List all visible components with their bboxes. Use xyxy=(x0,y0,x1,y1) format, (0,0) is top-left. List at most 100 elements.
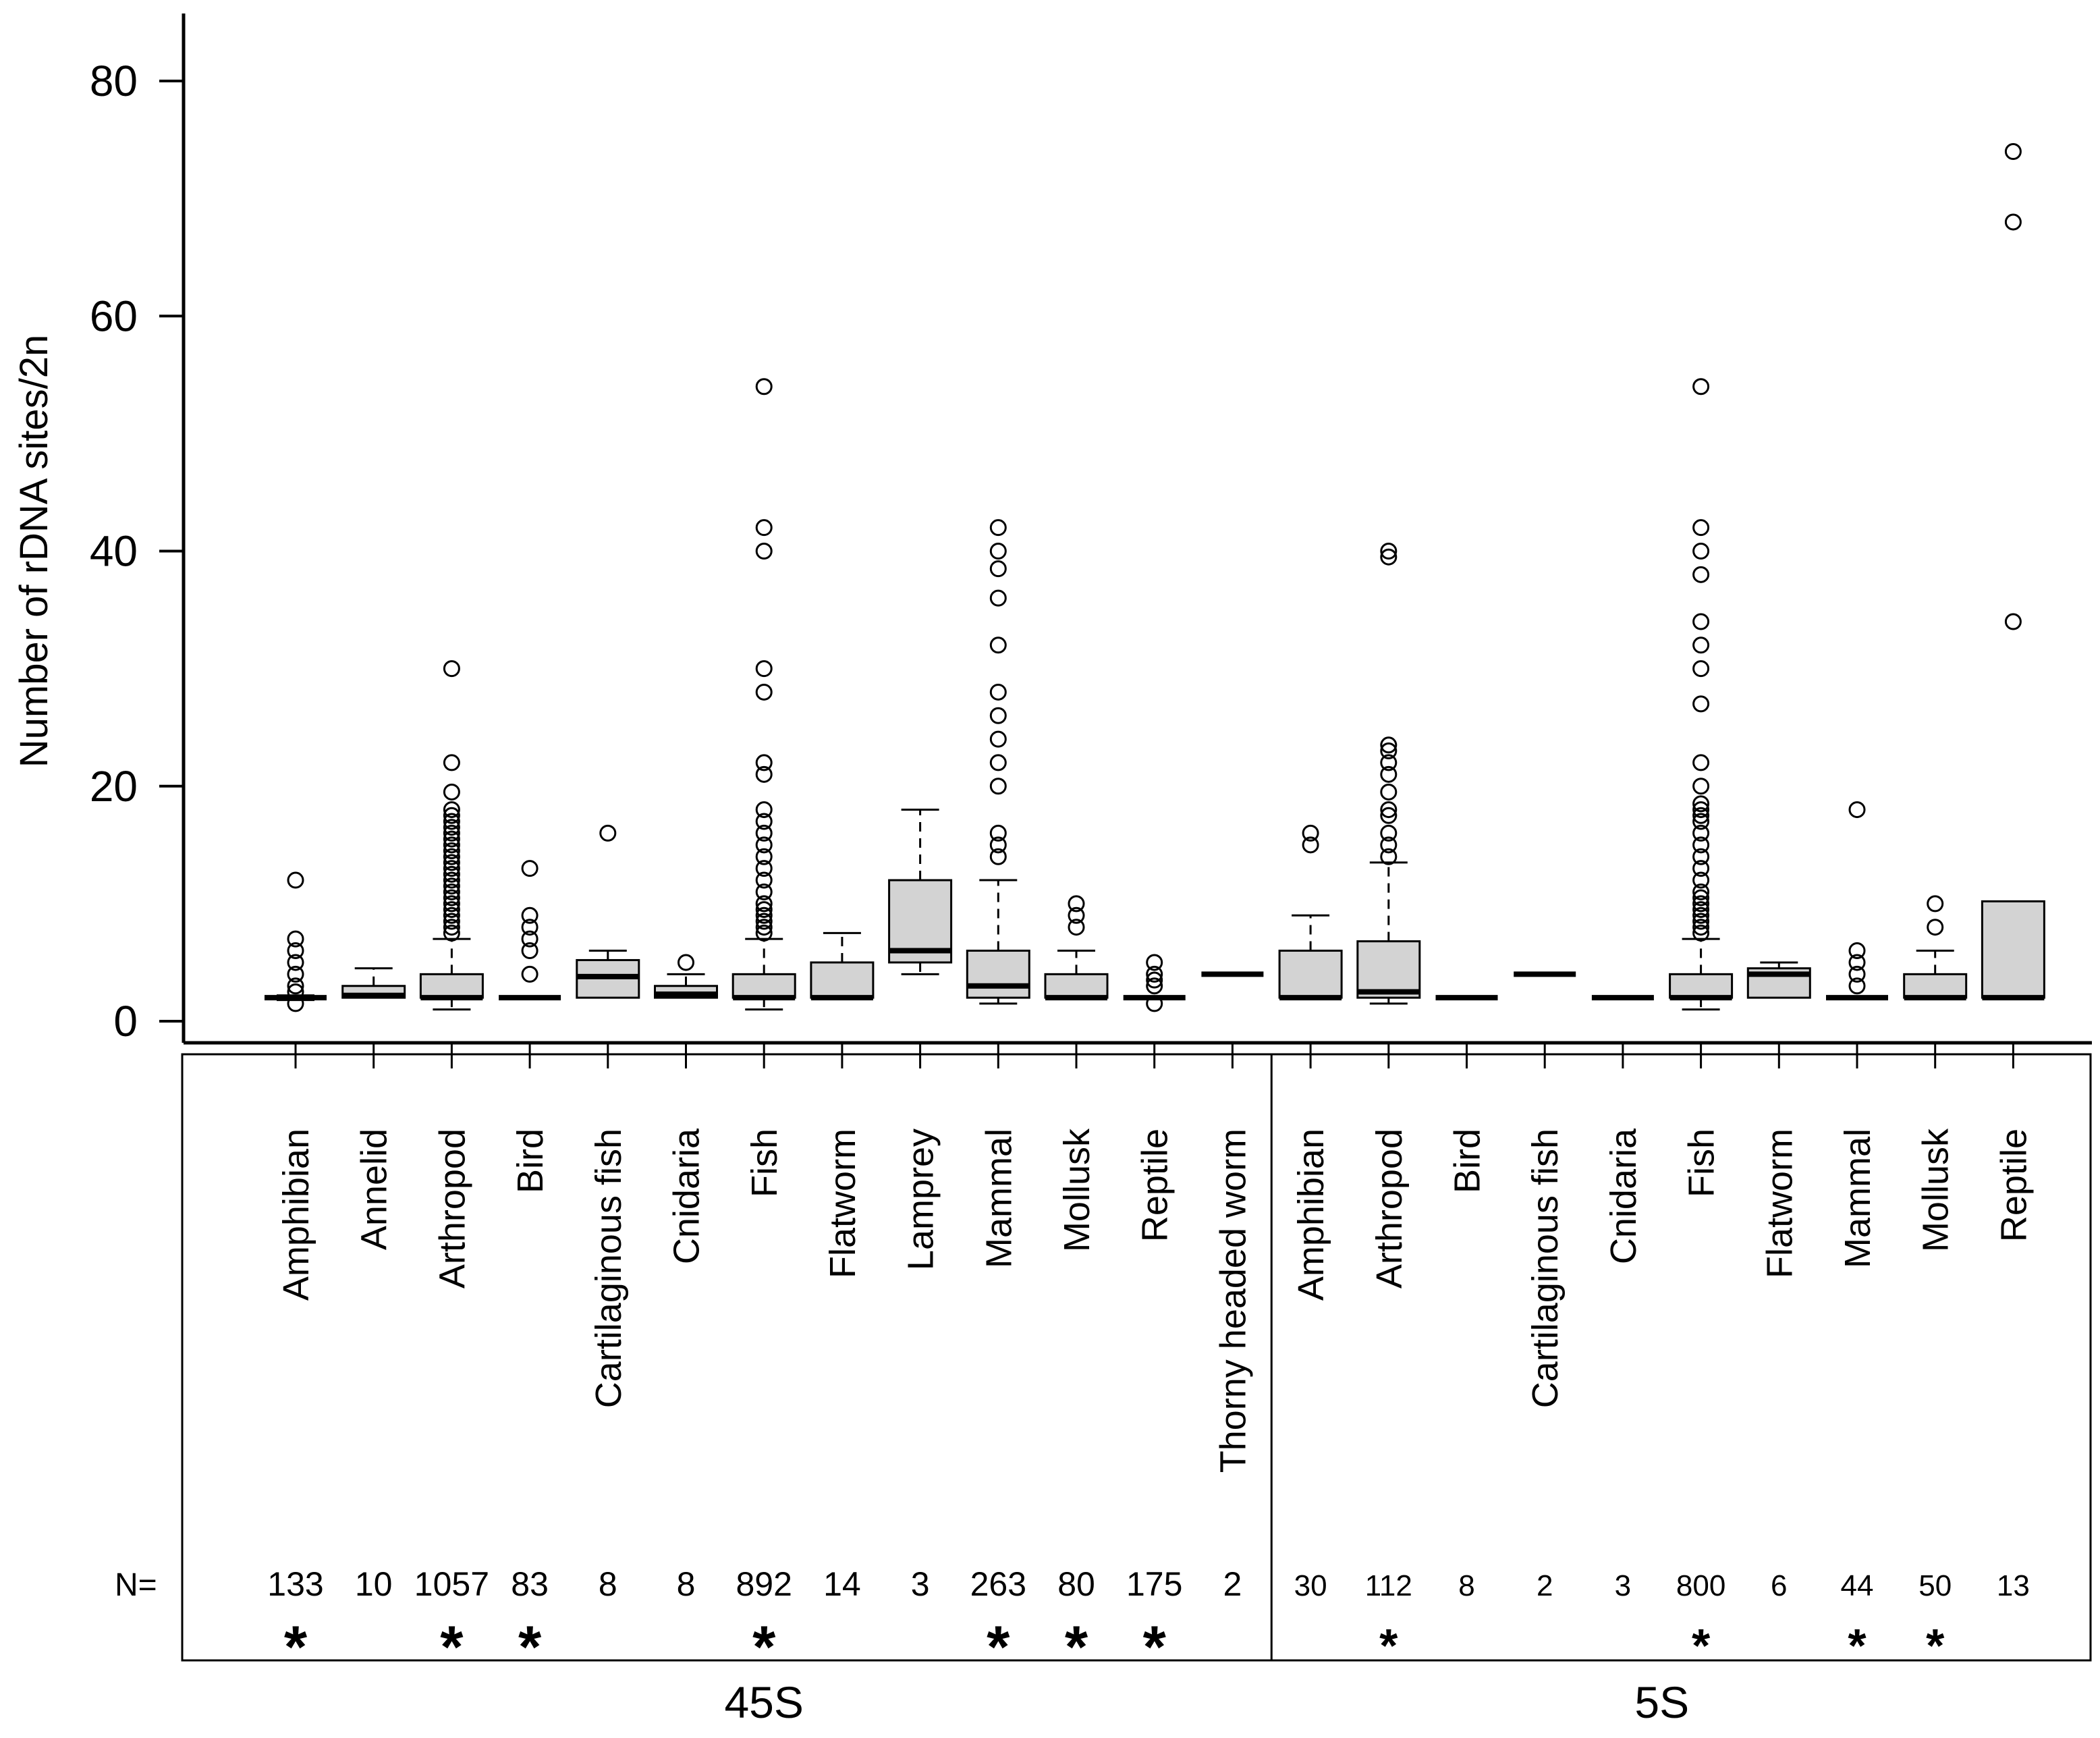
outlier-point xyxy=(755,660,773,678)
outlier-point xyxy=(443,830,460,848)
outlier-point xyxy=(287,871,304,889)
outlier-point xyxy=(1692,543,1710,560)
outlier-point xyxy=(989,589,1007,607)
outlier-point xyxy=(1692,895,1710,913)
outlier-point xyxy=(755,924,773,942)
significance-star: * xyxy=(1065,1613,1088,1680)
outlier-point xyxy=(521,965,538,983)
outlier-point xyxy=(1848,965,1866,983)
n-count: 80 xyxy=(1057,1565,1095,1603)
box-45S-mammal xyxy=(966,519,1030,1005)
outlier-point xyxy=(1692,871,1710,889)
outlier-point xyxy=(1848,954,1866,971)
category-label: Annelid xyxy=(354,1129,395,1250)
box-45S-flatworm xyxy=(810,931,875,1001)
outlier-point xyxy=(443,919,460,936)
outlier-point xyxy=(1146,954,1163,971)
n-count: 175 xyxy=(1126,1565,1182,1603)
outlier-point xyxy=(443,913,460,930)
significance-star: * xyxy=(1379,1619,1398,1672)
category-label: Cnidaria xyxy=(667,1128,707,1264)
outlier-point xyxy=(1692,778,1710,795)
box-body xyxy=(1044,973,1109,999)
significance-star: * xyxy=(1848,1619,1867,1672)
outlier-point xyxy=(443,660,460,678)
outlier-point xyxy=(287,995,304,1012)
outlier-point xyxy=(1692,801,1710,819)
n-count: 3 xyxy=(1615,1569,1631,1602)
category-label: Mollusk xyxy=(1057,1128,1097,1252)
outlier-point xyxy=(755,913,773,930)
outlier-point xyxy=(443,877,460,895)
outlier-point xyxy=(1380,754,1398,771)
outlier-point xyxy=(1380,765,1398,783)
category-label: Arthropod xyxy=(432,1129,472,1288)
category-panel xyxy=(181,1053,2092,1662)
n-count: 2 xyxy=(1537,1569,1553,1602)
outlier-point xyxy=(1692,824,1710,842)
outlier-point xyxy=(1692,754,1710,771)
outlier-point xyxy=(2004,213,2022,231)
outlier-point xyxy=(2004,613,2022,630)
box-body xyxy=(1981,900,2045,999)
outlier-point xyxy=(1380,543,1398,560)
outlier-point xyxy=(443,801,460,819)
outlier-point xyxy=(989,836,1007,854)
n-count: 10 xyxy=(355,1565,393,1603)
box-body xyxy=(966,950,1030,999)
y-axis-label: Number of rDNA sites/2n xyxy=(12,335,56,767)
outlier-point xyxy=(1692,913,1710,930)
outlier-point xyxy=(1848,977,1866,995)
outlier-point xyxy=(1380,742,1398,760)
category-label: Lamprey xyxy=(901,1129,941,1270)
box-45S-bird xyxy=(499,860,561,1001)
n-count: 50 xyxy=(1918,1569,1952,1602)
outlier-point xyxy=(287,965,304,983)
outlier-point xyxy=(443,842,460,860)
box-45S-cnidaria xyxy=(654,954,718,999)
outlier-point xyxy=(1692,378,1710,396)
significance-star: * xyxy=(1692,1619,1711,1672)
category-label: Reptile xyxy=(1993,1129,2034,1242)
outlier-point xyxy=(755,906,773,924)
outlier-point xyxy=(287,942,304,960)
outlier-point xyxy=(1927,919,1944,936)
outlier-point xyxy=(443,854,460,871)
outlier-point xyxy=(1692,795,1710,813)
outlier-point xyxy=(1380,783,1398,800)
outlier-point xyxy=(1692,613,1710,630)
outlier-point xyxy=(755,754,773,771)
outlier-point xyxy=(1692,813,1710,830)
box-5S-reptile xyxy=(1981,142,2045,1001)
outlier-point xyxy=(1380,836,1398,854)
outlier-point xyxy=(1380,824,1398,842)
outlier-point xyxy=(989,848,1007,865)
outlier-point xyxy=(1692,848,1710,865)
n-count: 30 xyxy=(1294,1569,1327,1602)
outlier-point xyxy=(1692,924,1710,942)
box-45S-lamprey xyxy=(888,809,953,975)
n-count: 800 xyxy=(1676,1569,1725,1602)
outlier-point xyxy=(1692,901,1710,919)
category-label: Mollusk xyxy=(1916,1128,1956,1252)
outlier-point xyxy=(443,783,460,800)
category-label: Reptile xyxy=(1135,1129,1176,1242)
outlier-point xyxy=(755,765,773,783)
outlier-point xyxy=(755,895,773,913)
outlier-point xyxy=(1848,942,1866,960)
category-label: Cnidaria xyxy=(1603,1128,1644,1264)
category-label: Fish xyxy=(744,1129,785,1197)
category-label: Bird xyxy=(1447,1129,1488,1193)
outlier-point xyxy=(2004,142,2022,160)
outlier-point xyxy=(989,560,1007,578)
box-5S-fish xyxy=(1669,378,1734,1011)
n-count: 83 xyxy=(511,1565,549,1603)
outlier-point xyxy=(755,543,773,560)
outlier-point xyxy=(443,889,460,906)
category-label: Mammal xyxy=(978,1129,1019,1268)
category-label: Bird xyxy=(510,1129,551,1193)
category-label: Thorny headed worm xyxy=(1213,1129,1253,1473)
outlier-point xyxy=(1146,995,1163,1012)
outlier-point xyxy=(1692,860,1710,877)
